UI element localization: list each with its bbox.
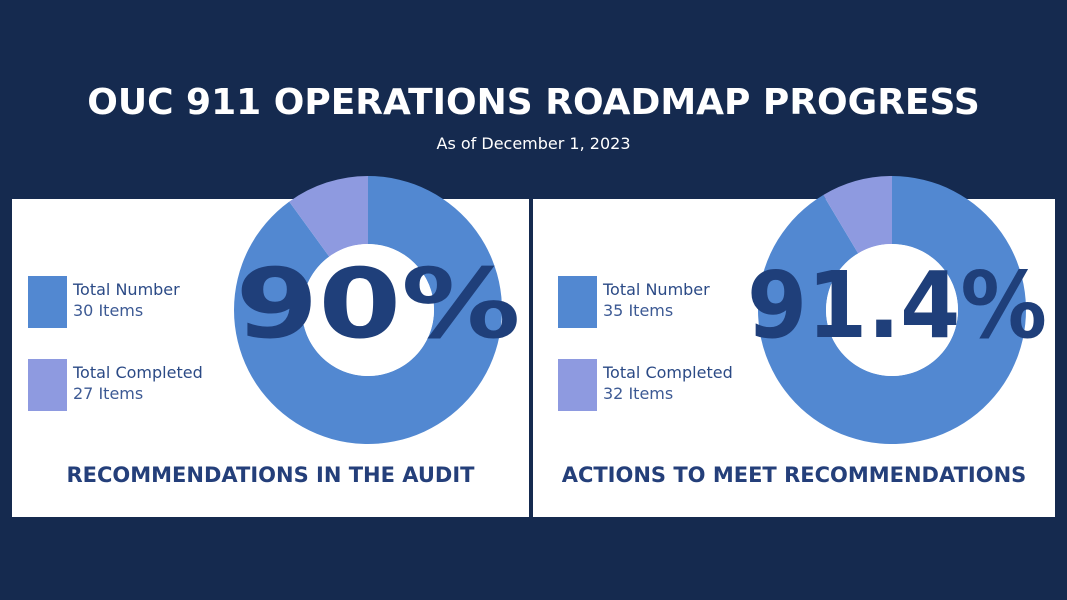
legend-label: Total Completed [73,363,203,382]
legend-label: Total Completed [603,363,733,382]
legend-swatch-total [28,276,67,328]
audit-donut-chart: 90% [233,176,521,444]
donut-slice-0 [233,176,502,444]
legend-swatch-total [558,276,597,328]
page-subtitle: As of December 1, 2023 [436,134,631,153]
legend-value: 27 Items [73,384,144,403]
donut-hole [826,244,958,376]
chart-caption: RECOMMENDATIONS IN THE AUDIT [66,463,475,487]
donut-slice-0 [758,176,1026,444]
donut-slice-1 [823,176,892,254]
legend-value: 30 Items [73,301,144,320]
percent-complete-label: 91.4% [747,252,1047,359]
legend-value: 32 Items [603,384,674,403]
donut-hole [302,244,434,376]
chart-caption: ACTIONS TO MEET RECOMMENDATIONS [561,463,1027,487]
percent-complete-label: 90% [236,248,521,360]
donut-slice-1 [289,176,368,257]
legend-label: Total Number [603,280,710,299]
actions-donut-chart: 91.4% [747,176,1047,444]
legend-label: Total Number [73,280,180,299]
legend-value: 35 Items [603,301,674,320]
legend-swatch-completed [28,359,67,411]
page-title: OUC 911 OPERATIONS ROADMAP PROGRESS [87,82,980,123]
legend-swatch-completed [558,359,597,411]
